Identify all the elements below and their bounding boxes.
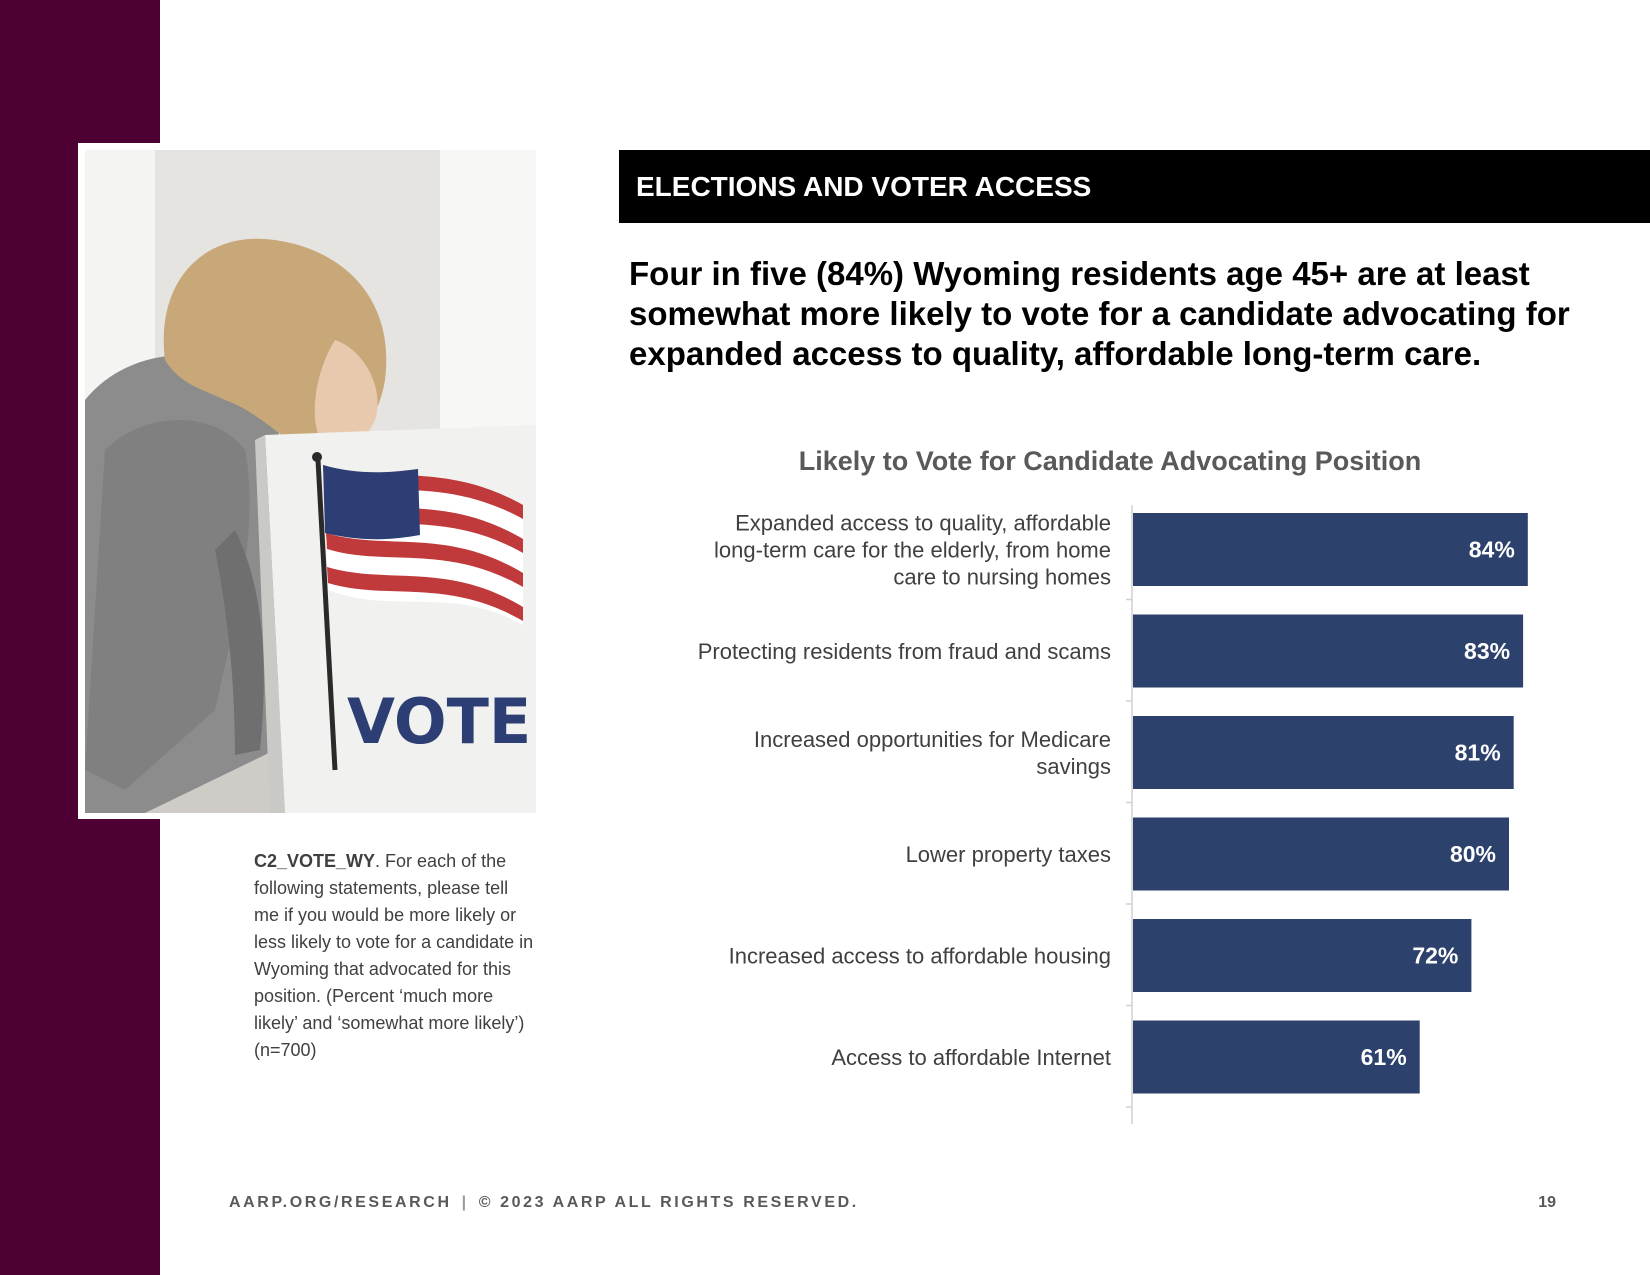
- question-note: C2_VOTE_WY. For each of the following st…: [254, 848, 534, 1064]
- bar-value-label: 81%: [1455, 740, 1501, 766]
- category-label-line: Increased opportunities for Medicare: [754, 727, 1111, 752]
- question-code: C2_VOTE_WY: [254, 851, 376, 871]
- headline: Four in five (84%) Wyoming residents age…: [629, 255, 1570, 372]
- section-banner-text: ELECTIONS AND VOTER ACCESS: [636, 170, 1092, 202]
- category-label: Increased access to affordable housing: [729, 944, 1111, 969]
- category-label: Lower property taxes: [906, 842, 1111, 867]
- category-label-line: Access to affordable Internet: [831, 1045, 1111, 1070]
- category-label: Expanded access to quality, affordable lo…: [714, 511, 1111, 590]
- category-label-line: Expanded access to quality, affordable: [735, 511, 1111, 536]
- vote-sign-text: VOTE: [347, 685, 531, 758]
- category-label-line: long-term care for the elderly, from hom…: [714, 538, 1111, 563]
- bar-value-label: 61%: [1361, 1044, 1407, 1070]
- category-label-line: Increased access to affordable housing: [729, 944, 1111, 969]
- footer-separator: |: [461, 1194, 469, 1211]
- category-label-line: care to nursing homes: [893, 565, 1111, 590]
- bar: [1133, 513, 1528, 586]
- category-label: Access to affordable Internet: [831, 1045, 1111, 1070]
- bar: [1133, 919, 1472, 992]
- category-label-line: Protecting residents from fraud and scam…: [698, 639, 1111, 664]
- voter-illustration: VOTE: [85, 150, 536, 813]
- footer: AARP.ORG/RESEARCH | © 2023 AARP ALL RIGHTS…: [229, 1194, 859, 1212]
- question-text: . For each of the following statements, …: [254, 851, 534, 1060]
- bar: [1133, 1020, 1420, 1094]
- category-label-line: Lower property taxes: [906, 842, 1111, 867]
- category-label: Increased opportunities for Medicare savi…: [754, 727, 1111, 779]
- section-banner: ELECTIONS AND VOTER ACCESS: [619, 150, 1650, 223]
- voter-photo: VOTE: [85, 150, 536, 813]
- category-label: Protecting residents from fraud and scam…: [698, 639, 1111, 664]
- bar: [1133, 716, 1514, 789]
- bar: [1133, 817, 1509, 891]
- category-label-line: savings: [1036, 754, 1111, 779]
- footer-copyright: © 2023 AARP ALL RIGHTS RESERVED.: [478, 1194, 859, 1211]
- bar: [1133, 614, 1524, 688]
- page-number: 19: [1538, 1194, 1556, 1211]
- bar-value-label: 72%: [1412, 943, 1458, 969]
- chart-title: Likely to Vote for Candidate Advocating …: [798, 446, 1422, 476]
- footer-site: AARP.ORG/RESEARCH: [229, 1194, 452, 1211]
- bar-value-label: 84%: [1469, 537, 1515, 563]
- bar-value-label: 83%: [1464, 638, 1510, 664]
- bar-chart: 84% Expanded access to quality, affordabl…: [698, 505, 1528, 1124]
- bar-value-label: 80%: [1450, 841, 1496, 867]
